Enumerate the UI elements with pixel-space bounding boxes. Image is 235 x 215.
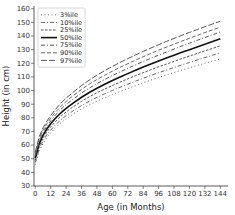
y-tick <box>31 8 34 9</box>
x-tick <box>204 186 205 189</box>
legend-swatch <box>41 37 57 39</box>
y-tick <box>31 36 34 37</box>
y-tick-label: 40 <box>21 169 30 177</box>
x-tick-label: 12 <box>46 190 55 198</box>
legend-swatch <box>41 14 57 15</box>
x-tick-label: 24 <box>62 190 71 198</box>
series-line <box>35 21 220 152</box>
x-tick-label: 60 <box>108 190 117 198</box>
y-tick <box>31 186 34 187</box>
series-line <box>35 32 220 156</box>
x-tick-label: 36 <box>77 190 86 198</box>
x-tick-label: 132 <box>198 190 211 198</box>
x-tick <box>81 186 82 189</box>
y-tick-label: 100 <box>17 87 30 95</box>
y-tick-label: 150 <box>17 19 30 27</box>
y-tick-label: 80 <box>21 114 30 122</box>
legend-swatch <box>41 60 57 61</box>
series-line <box>35 27 220 154</box>
y-tick-label: 90 <box>21 101 30 109</box>
y-tick-label: 140 <box>17 32 30 40</box>
chart: 0122436486072849610812013214430405060708… <box>0 0 235 215</box>
y-tick-label: 130 <box>17 46 30 54</box>
y-tick-label: 160 <box>17 5 30 13</box>
x-axis-label: Age (in Months) <box>97 202 164 212</box>
x-tick-label: 0 <box>33 190 37 198</box>
legend-label: 97%ile <box>60 57 82 65</box>
x-tick <box>35 186 36 189</box>
y-tick <box>31 90 34 91</box>
y-tick <box>31 22 34 23</box>
x-tick <box>158 186 159 189</box>
x-tick-label: 108 <box>167 190 180 198</box>
x-tick <box>220 186 221 189</box>
x-tick <box>66 186 67 189</box>
legend: 3%ile10%ile25%ile50%ile75%ile90%ile97%il… <box>38 8 85 67</box>
legend-swatch <box>41 30 57 31</box>
y-tick <box>31 145 34 146</box>
y-axis-label: Height (in cm) <box>1 66 11 127</box>
y-tick <box>31 104 34 105</box>
x-tick <box>189 186 190 189</box>
y-tick <box>31 49 34 50</box>
y-tick <box>31 76 34 77</box>
y-tick <box>31 131 34 132</box>
x-tick <box>112 186 113 189</box>
x-tick <box>127 186 128 189</box>
x-tick <box>96 186 97 189</box>
y-tick <box>31 117 34 118</box>
series-line <box>35 46 220 160</box>
y-tick-label: 110 <box>17 73 30 81</box>
y-tick-label: 60 <box>21 141 30 149</box>
plot-area <box>35 21 220 164</box>
y-tick-label: 50 <box>21 155 30 163</box>
y-tick <box>31 63 34 64</box>
x-tick <box>50 186 51 189</box>
x-tick-label: 120 <box>183 190 196 198</box>
legend-swatch <box>41 45 57 46</box>
x-tick-label: 84 <box>139 190 148 198</box>
y-tick-label: 70 <box>21 128 30 136</box>
x-tick-label: 48 <box>92 190 101 198</box>
legend-swatch <box>41 52 57 53</box>
x-tick-label: 96 <box>154 190 163 198</box>
x-axis <box>34 186 228 187</box>
y-tick <box>31 172 34 173</box>
x-tick <box>143 186 144 189</box>
legend-swatch <box>41 22 57 23</box>
y-tick-label: 120 <box>17 60 30 68</box>
x-tick-label: 144 <box>214 190 228 198</box>
x-tick-label: 72 <box>123 190 132 198</box>
x-tick <box>174 186 175 189</box>
y-tick-label: 30 <box>21 182 30 190</box>
legend-frame <box>38 8 85 67</box>
series-line <box>35 39 220 158</box>
y-tick <box>31 158 34 159</box>
